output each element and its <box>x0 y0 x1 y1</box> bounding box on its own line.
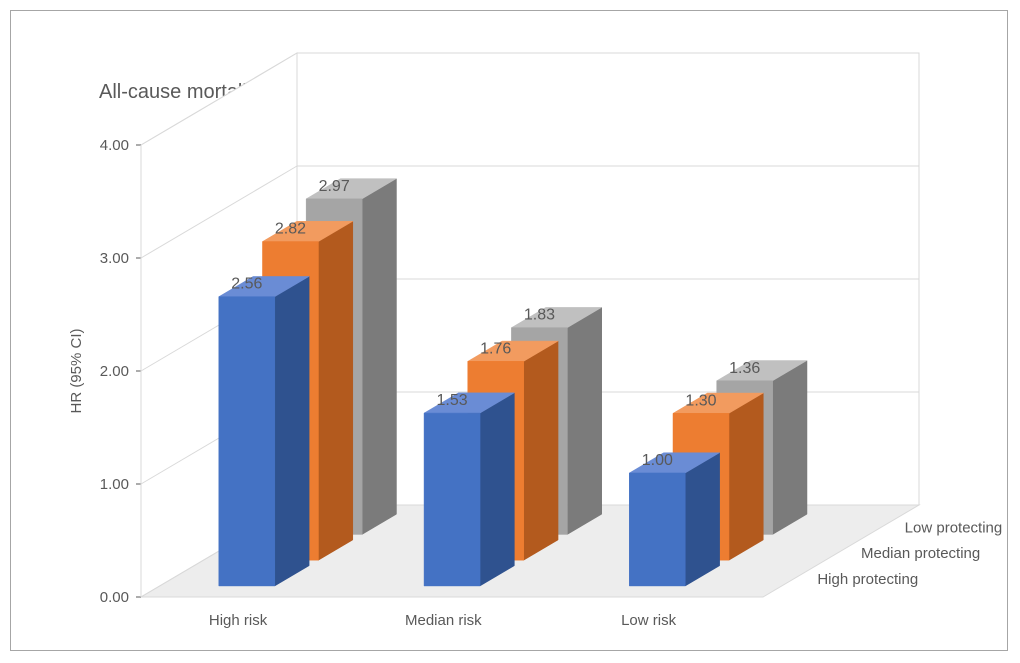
bar-value-label: 1.83 <box>524 307 555 324</box>
bar-value-label: 1.00 <box>642 452 673 469</box>
chart-frame: All-cause mortality 0.001.002.003.004.00… <box>10 10 1008 651</box>
y-tick-label: 4.00 <box>100 137 129 154</box>
bar-value-label: 1.36 <box>729 360 760 377</box>
x-category-label: Median risk <box>405 612 482 629</box>
x-category-label: High risk <box>209 612 268 629</box>
y-tick-label: 3.00 <box>100 250 129 267</box>
y-axis-label: HR (95% CI) <box>68 328 85 413</box>
z-category-label: Median protecting <box>861 545 980 562</box>
bar-value-label: 2.82 <box>275 221 306 238</box>
bar-value-label: 1.76 <box>480 340 511 357</box>
bar: 1.53 <box>424 392 514 586</box>
bar-value-label: 2.56 <box>231 276 262 293</box>
x-category-label: Low risk <box>621 612 677 629</box>
bar-value-label: 1.30 <box>685 392 716 409</box>
bar: 2.56 <box>219 276 309 586</box>
z-category-label: High protecting <box>817 571 918 588</box>
bar: 1.00 <box>629 452 719 586</box>
y-tick-label: 2.00 <box>100 363 129 380</box>
y-tick-label: 0.00 <box>100 589 129 606</box>
bar-value-label: 1.53 <box>436 392 467 409</box>
bar-chart-3d: 0.00 1.00 2.00 3.00 4.00 HR (95% CI) High risk… <box>11 11 1009 652</box>
y-tick-label: 1.00 <box>100 476 129 493</box>
z-category-label: Low protecting <box>905 519 1003 536</box>
bar-value-label: 2.97 <box>319 178 350 195</box>
